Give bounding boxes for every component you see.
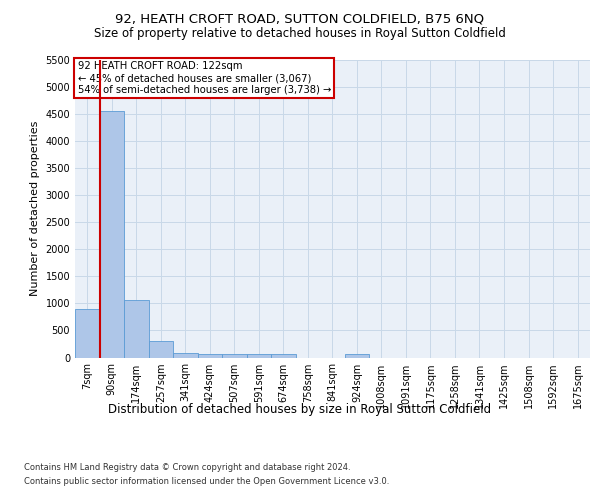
Bar [124,300,149,358]
Text: Distribution of detached houses by size in Royal Sutton Coldfield: Distribution of detached houses by size … [109,402,491,415]
Text: Contains HM Land Registry data © Crown copyright and database right 2024.: Contains HM Land Registry data © Crown c… [24,462,350,471]
Bar [149,342,173,357]
Bar [247,354,271,358]
Bar [197,354,222,358]
Text: 92 HEATH CROFT ROAD: 122sqm
← 45% of detached houses are smaller (3,067)
54% of : 92 HEATH CROFT ROAD: 122sqm ← 45% of det… [77,62,331,94]
Bar [271,354,296,358]
Bar [100,112,124,358]
Bar [173,352,197,358]
Text: Contains public sector information licensed under the Open Government Licence v3: Contains public sector information licen… [24,478,389,486]
Bar [222,354,247,358]
Text: Size of property relative to detached houses in Royal Sutton Coldfield: Size of property relative to detached ho… [94,28,506,40]
Bar [344,354,369,358]
Bar [75,309,100,358]
Text: 92, HEATH CROFT ROAD, SUTTON COLDFIELD, B75 6NQ: 92, HEATH CROFT ROAD, SUTTON COLDFIELD, … [115,12,485,26]
Y-axis label: Number of detached properties: Number of detached properties [30,121,40,296]
